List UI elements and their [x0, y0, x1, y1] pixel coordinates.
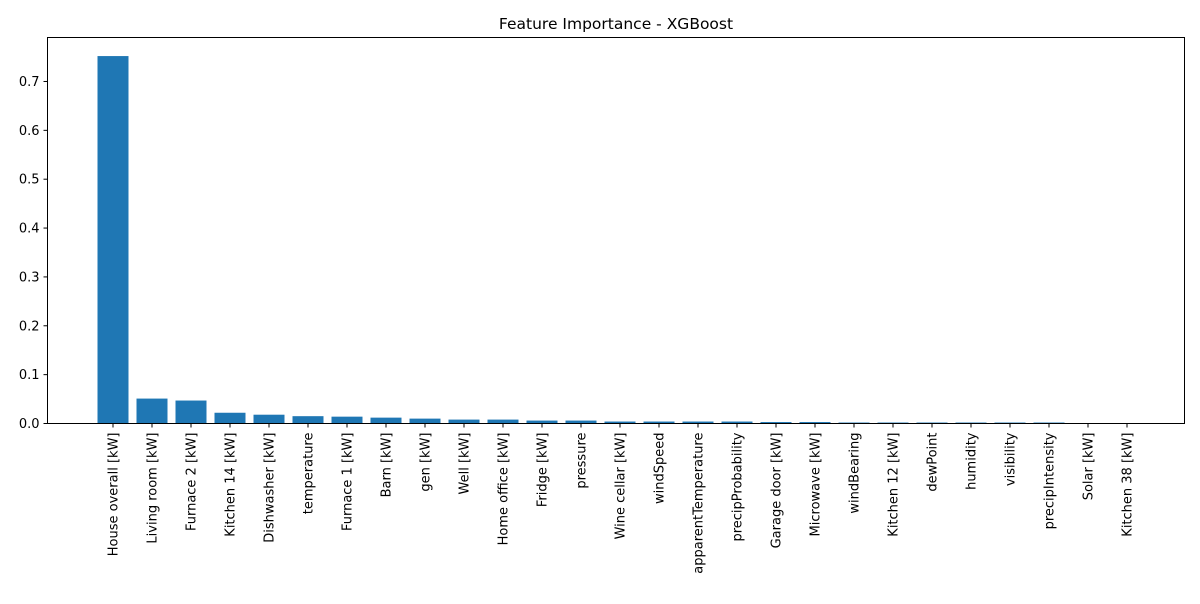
bar-18: [799, 422, 831, 424]
x-tick-label-14: windSpeed: [653, 433, 668, 505]
x-tick-label-24: precipIntensity: [1043, 432, 1058, 529]
x-tick-label-8: gen [kW]: [419, 433, 434, 492]
x-tick-label-21: dewPoint: [926, 433, 941, 492]
bars-layer: [97, 56, 1065, 424]
y-tick-label-6: 0.6: [19, 124, 40, 139]
x-axis: House overall [kW] Living room [kW] Furnac…: [107, 423, 1136, 574]
y-tick-label-5: 0.5: [19, 173, 40, 188]
x-tick-label-16: precipProbability: [731, 432, 746, 541]
x-tick-label-25: Solar [kW]: [1082, 433, 1097, 501]
bar-4: [253, 414, 285, 424]
bar-10: [487, 419, 519, 424]
y-tick-label-1: 0.1: [19, 368, 40, 383]
bar-15: [682, 421, 714, 424]
x-tick-label-13: Wine cellar [kW]: [614, 433, 629, 540]
bar-8: [409, 418, 441, 424]
bar-14: [643, 421, 675, 424]
x-tick-label-15: apparentTemperature: [692, 433, 707, 574]
x-tick-label-9: Well [kW]: [458, 433, 473, 495]
y-tick-label-0: 0.0: [19, 417, 40, 432]
x-tick-label-7: Barn [kW]: [380, 433, 395, 498]
x-tick-label-3: Kitchen 14 [kW]: [224, 433, 239, 537]
x-tick-label-11: Fridge [kW]: [536, 433, 551, 508]
x-tick-label-6: Furnace 1 [kW]: [341, 433, 356, 532]
bar-6: [331, 416, 363, 424]
bar-12: [565, 420, 597, 424]
x-tick-label-23: visibility: [1004, 432, 1019, 486]
plot-frame: [47, 37, 1185, 424]
bar-13: [604, 421, 636, 424]
bar-1: [136, 398, 168, 424]
x-tick-label-18: Microwave [kW]: [809, 433, 824, 537]
y-tick-label-4: 0.4: [19, 222, 40, 237]
x-tick-label-26: Kitchen 38 [kW]: [1121, 433, 1136, 537]
bar-5: [292, 416, 324, 424]
y-tick-label-7: 0.7: [19, 75, 40, 90]
bar-0: [97, 56, 129, 424]
bar-17: [760, 422, 792, 424]
bar-7: [370, 417, 402, 424]
y-tick-label-2: 0.2: [19, 319, 40, 334]
x-tick-label-10: Home office [kW]: [497, 433, 512, 546]
bar-9: [448, 419, 480, 424]
y-tick-label-3: 0.3: [19, 270, 40, 285]
x-tick-label-4: Dishwasher [kW]: [263, 433, 278, 543]
bar-2: [175, 400, 207, 424]
y-axis: 0.0 0.1 0.2 0.3 0.4 0.5 0.6 0.7: [19, 75, 48, 432]
x-tick-label-22: humidity: [965, 432, 980, 490]
bar-16: [721, 421, 753, 424]
x-tick-label-1: Living room [kW]: [146, 433, 161, 544]
x-tick-label-17: Garage door [kW]: [770, 433, 785, 549]
chart-title: Feature Importance - XGBoost: [499, 15, 733, 33]
x-tick-label-0: House overall [kW]: [107, 433, 122, 557]
x-tick-label-5: temperature: [302, 433, 317, 515]
bar-3: [214, 412, 246, 424]
x-tick-label-12: pressure: [575, 433, 590, 489]
bar-11: [526, 420, 558, 424]
x-tick-label-2: Furnace 2 [kW]: [185, 433, 200, 532]
x-tick-label-20: Kitchen 12 [kW]: [887, 433, 902, 537]
x-tick-label-19: windBearing: [848, 433, 863, 514]
